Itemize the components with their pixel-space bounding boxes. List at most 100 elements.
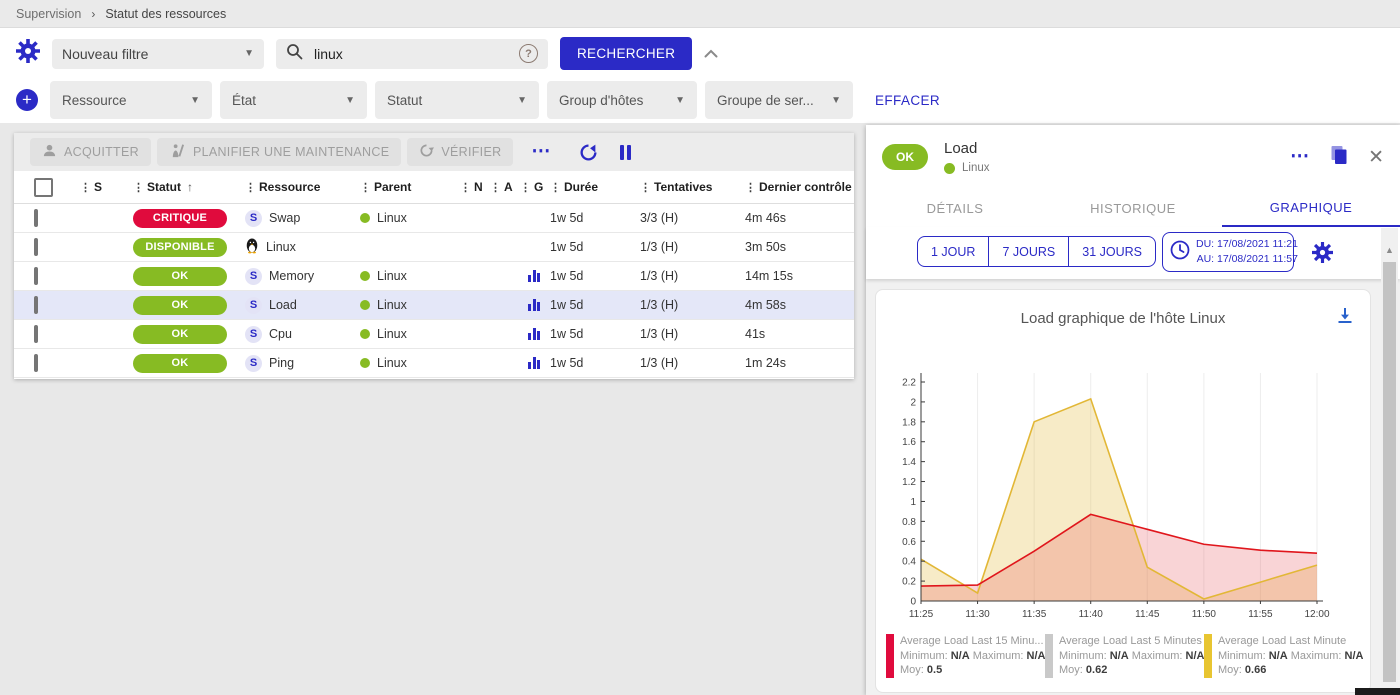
- drag-handle-icon[interactable]: ⋮: [550, 181, 561, 194]
- filter-settings-gear-icon[interactable]: [16, 39, 40, 68]
- clear-filters-button[interactable]: EFFACER: [875, 92, 941, 108]
- column-header-graph[interactable]: ⋮ G: [520, 180, 544, 194]
- table-row[interactable]: CRITIQUE S Swap Linux 1w 5d 3/3 (H) 4m 46…: [14, 204, 854, 233]
- tab-history[interactable]: HISTORIQUE: [1090, 200, 1176, 216]
- download-icon[interactable]: [1336, 306, 1354, 329]
- tab-details[interactable]: DÉTAILS: [926, 200, 984, 216]
- more-actions-icon[interactable]: ⋯: [531, 141, 552, 162]
- graph-icon[interactable]: [528, 357, 550, 369]
- drag-handle-icon[interactable]: ⋮: [640, 181, 651, 194]
- table-header-row: ⋮ S ⋮ Statut ↑ ⋮ Ressource ⋮ Parent ⋮ N ⋮ A ⋮ G …: [14, 171, 854, 204]
- parent-name: Linux: [377, 269, 407, 283]
- sort-asc-icon: ↑: [187, 180, 193, 194]
- criteria-select-servicegroup[interactable]: Groupe de ser... ▼: [705, 81, 853, 119]
- range-1day-button[interactable]: 1 JOUR: [931, 244, 976, 259]
- parent-name: Linux: [377, 356, 407, 370]
- range-7days-button[interactable]: 7 JOURS: [988, 237, 1068, 266]
- table-row[interactable]: OK S Cpu Linux 1w 5d 1/3 (H) 41s: [14, 320, 854, 349]
- filter-section: Nouveau filtre ▼ ? RECHERCHER + Ressourc…: [0, 28, 1400, 123]
- select-all-checkbox[interactable]: [34, 177, 53, 197]
- saved-filter-select[interactable]: Nouveau filtre ▼: [52, 38, 264, 69]
- graph-settings-gear-icon[interactable]: [1312, 242, 1333, 268]
- search-button[interactable]: RECHERCHER: [560, 37, 693, 70]
- row-checkbox[interactable]: [34, 325, 38, 343]
- svg-text:1.8: 1.8: [902, 417, 916, 428]
- criteria-select-state[interactable]: État ▼: [220, 81, 367, 119]
- criteria-select-hostgroup[interactable]: Group d'hôtes ▼: [547, 81, 697, 119]
- drag-handle-icon[interactable]: ⋮: [745, 181, 756, 194]
- column-header-duration[interactable]: ⋮ Durée: [550, 180, 599, 194]
- tab-graph[interactable]: GRAPHIQUE: [1222, 189, 1400, 227]
- column-header-status[interactable]: ⋮ Statut ↑: [133, 180, 193, 194]
- custom-period-button[interactable]: DU: 17/08/2021 11:21 AU: 17/08/2021 11:5…: [1162, 232, 1298, 272]
- close-icon[interactable]: ✕: [1368, 146, 1384, 168]
- table-row-selected[interactable]: OK S Load Linux 1w 5d 1/3 (H) 4m 58s: [14, 291, 854, 320]
- column-header-severity[interactable]: ⋮ S: [80, 180, 103, 194]
- range-31days-button[interactable]: 31 JOURS: [1068, 237, 1155, 266]
- drag-handle-icon[interactable]: ⋮: [490, 181, 501, 194]
- column-header-notification[interactable]: ⋮ N: [460, 180, 483, 194]
- check-button[interactable]: VÉRIFIER: [407, 138, 514, 166]
- graph-icon[interactable]: [528, 328, 550, 340]
- column-header-resource[interactable]: ⋮ Ressource: [245, 180, 321, 194]
- scroll-up-icon[interactable]: ▲: [1385, 245, 1394, 255]
- chevron-down-icon: ▼: [244, 48, 254, 59]
- parent-name: Linux: [377, 211, 407, 225]
- acknowledge-button[interactable]: ACQUITTER: [30, 138, 151, 166]
- row-checkbox[interactable]: [34, 267, 38, 285]
- scrollbar-thumb[interactable]: [1383, 262, 1396, 682]
- criteria-label: Ressource: [62, 92, 127, 108]
- legend-item[interactable]: Average Load Last Minute Minimum: N/A Ma…: [1204, 634, 1363, 678]
- search-input[interactable]: [312, 44, 486, 63]
- drag-handle-icon[interactable]: ⋮: [460, 181, 471, 194]
- load-chart-svg[interactable]: 0 0.2 0.4 0.6 0.8 1 1.2 1.4 1.6 1.8 2 2.2 11:25 11:30…: [882, 360, 1352, 622]
- column-header-tries[interactable]: ⋮ Tentatives: [640, 180, 713, 194]
- criteria-select-resource[interactable]: Ressource ▼: [50, 81, 212, 119]
- time-range-strip: 1 JOUR 7 JOURS 31 JOURS DU: 17/08/2021 1…: [866, 227, 1400, 279]
- status-badge: OK: [133, 353, 227, 373]
- search-box[interactable]: ?: [276, 38, 548, 69]
- svg-text:0.2: 0.2: [902, 577, 916, 588]
- column-header-last-check[interactable]: ⋮ Dernier contrôle: [745, 180, 852, 194]
- panel-more-icon[interactable]: ⋯: [1290, 146, 1311, 167]
- pause-autorefresh-icon[interactable]: [620, 144, 632, 160]
- column-header-ack[interactable]: ⋮ A: [490, 180, 513, 194]
- criteria-select-status[interactable]: Statut ▼: [375, 81, 539, 119]
- help-icon[interactable]: ?: [519, 44, 538, 63]
- add-criteria-icon[interactable]: +: [16, 89, 38, 111]
- row-checkbox[interactable]: [34, 296, 38, 314]
- graph-icon[interactable]: [528, 299, 550, 311]
- parent-status-dot: [360, 329, 370, 339]
- column-header-parent[interactable]: ⋮ Parent: [360, 180, 412, 194]
- table-row[interactable]: OK S Ping Linux 1w 5d 1/3 (H) 1m 24s: [14, 349, 854, 378]
- refresh-icon[interactable]: [579, 143, 598, 162]
- collapse-filters-chevron-up-icon[interactable]: [704, 45, 718, 63]
- drag-handle-icon[interactable]: ⋮: [133, 181, 144, 194]
- row-checkbox[interactable]: [34, 209, 38, 227]
- breadcrumb-section[interactable]: Supervision: [16, 6, 82, 21]
- sync-icon: [419, 143, 435, 161]
- breadcrumb-page[interactable]: Statut des ressources: [105, 6, 227, 21]
- legend-item[interactable]: Average Load Last 5 Minutes Minimum: N/A…: [1045, 634, 1204, 678]
- graph-icon[interactable]: [528, 270, 550, 282]
- last-check-cell: 3m 50s: [745, 240, 786, 254]
- last-check-cell: 4m 58s: [745, 298, 786, 312]
- duration-cell: 1w 5d: [550, 298, 584, 312]
- panel-scrollbar[interactable]: ▲: [1381, 228, 1398, 695]
- resource-name: Cpu: [269, 327, 292, 341]
- drag-handle-icon[interactable]: ⋮: [80, 181, 91, 194]
- status-badge: OK: [133, 324, 227, 344]
- table-row[interactable]: DISPONIBLE Linux 1w 5d 1/3 (H) 3m 50s: [14, 233, 854, 262]
- row-checkbox[interactable]: [34, 354, 38, 372]
- drag-handle-icon[interactable]: ⋮: [520, 181, 531, 194]
- drag-handle-icon[interactable]: ⋮: [360, 181, 371, 194]
- downtime-button[interactable]: PLANIFIER UNE MAINTENANCE: [156, 138, 402, 166]
- parent-status-dot: [360, 300, 370, 310]
- copy-link-icon[interactable]: [1330, 145, 1348, 170]
- panel-scroll-area: 1 JOUR 7 JOURS 31 JOURS DU: 17/08/2021 1…: [866, 227, 1400, 695]
- row-checkbox[interactable]: [34, 238, 38, 256]
- legend-item[interactable]: Average Load Last 15 Minu... Minimum: N/…: [886, 634, 1045, 678]
- acknowledge-label: ACQUITTER: [64, 145, 139, 159]
- drag-handle-icon[interactable]: ⋮: [245, 181, 256, 194]
- table-row[interactable]: OK S Memory Linux 1w 5d 1/3 (H) 14m 15s: [14, 262, 854, 291]
